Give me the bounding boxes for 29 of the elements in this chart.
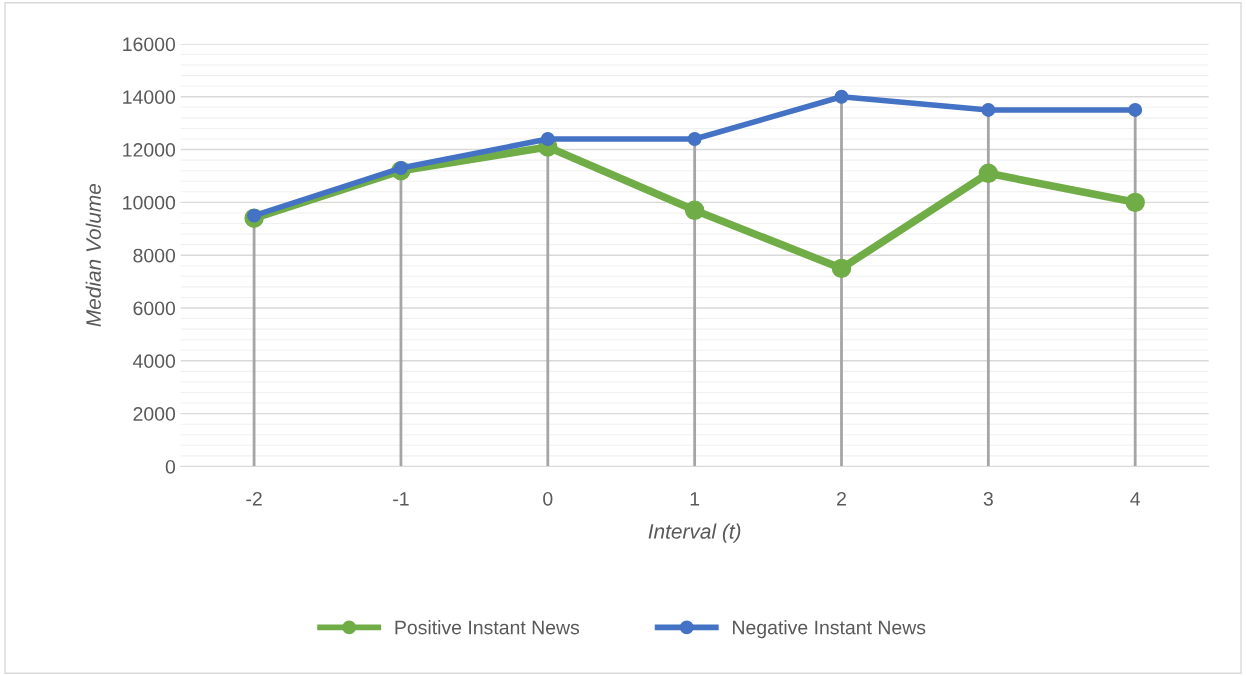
point <box>684 200 705 221</box>
x-tick-label: -1 <box>393 492 409 506</box>
y-tick-label: 8000 <box>133 248 176 263</box>
x-tick-label: 2 <box>837 491 846 506</box>
point <box>1125 192 1145 213</box>
point <box>687 132 702 146</box>
y-tick-label: 2000 <box>133 407 176 421</box>
y-tick-label: 4000 <box>133 354 176 369</box>
y-tick-label: 16000 <box>123 37 176 52</box>
point <box>540 132 555 146</box>
y-tick-label: 14000 <box>123 90 176 104</box>
point <box>834 89 849 104</box>
point <box>981 103 996 117</box>
point <box>978 163 999 184</box>
y-tick-label: 6000 <box>133 301 176 316</box>
x-axis-title: Interval (t) <box>648 523 741 543</box>
y-tick-label: 12000 <box>123 143 176 157</box>
x-tick-label: 0 <box>543 491 553 506</box>
point <box>1128 103 1143 117</box>
x-tick-label: -2 <box>246 491 262 506</box>
legend-label: Negative Instant News <box>733 620 926 639</box>
y-tick-label: 10000 <box>123 195 176 210</box>
y-tick-label: 0 <box>165 459 176 474</box>
point <box>831 258 852 279</box>
legend-label: Positive Instant News <box>395 620 580 635</box>
x-tick-label: 1 <box>690 492 700 506</box>
y-axis-title: Median Volume <box>85 183 101 327</box>
x-tick-label: 3 <box>983 491 993 506</box>
x-tick-label: 4 <box>1130 492 1141 506</box>
